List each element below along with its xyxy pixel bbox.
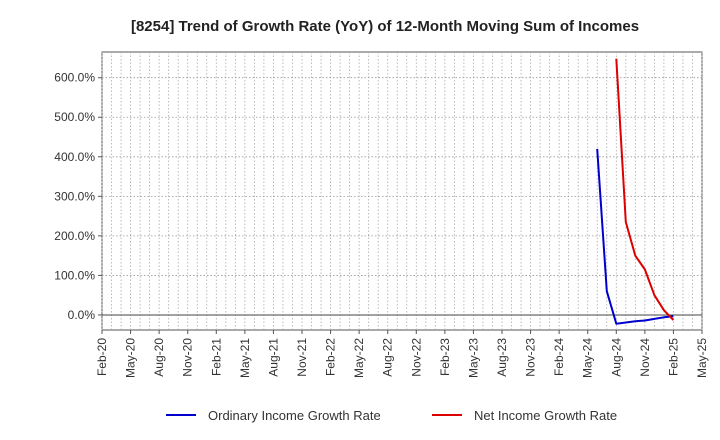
y-tick-label: 600.0%	[54, 71, 95, 85]
x-tick-label: Aug-24	[609, 338, 623, 377]
x-tick-label: Feb-21	[209, 338, 223, 376]
legend: Ordinary Income Growth Rate Net Income Gr…	[166, 408, 617, 423]
grid	[101, 51, 703, 331]
y-tick-label: 300.0%	[54, 189, 95, 203]
plot-area	[101, 51, 703, 331]
x-tick-label: Aug-21	[266, 338, 280, 377]
x-tick-label: May-22	[352, 338, 366, 378]
x-tick-label: May-21	[238, 338, 252, 378]
y-tick-label: 0.0%	[68, 308, 96, 322]
legend-label: Net Income Growth Rate	[474, 408, 617, 423]
x-tick-label: Feb-23	[438, 338, 452, 376]
x-tick-label: May-20	[124, 338, 138, 378]
y-tick-label: 400.0%	[54, 150, 95, 164]
x-tick-label: Aug-23	[495, 338, 509, 377]
chart-title: [8254] Trend of Growth Rate (YoY) of 12-…	[131, 18, 639, 35]
x-tick-label: Aug-20	[152, 338, 166, 377]
x-tick-label: May-23	[466, 338, 480, 378]
x-tick-label: Nov-20	[181, 338, 195, 377]
x-tick-label: May-25	[695, 338, 709, 378]
y-tick-label: 500.0%	[54, 110, 95, 124]
x-tick-label: Feb-22	[324, 338, 338, 376]
x-tick-label: Feb-25	[666, 338, 680, 376]
x-tick-label: Nov-22	[409, 338, 423, 377]
x-tick-label: May-24	[581, 338, 595, 378]
y-tick-label: 200.0%	[54, 229, 95, 243]
x-tick-label: Nov-23	[524, 338, 538, 377]
series-line-ordinary-income	[596, 148, 674, 325]
x-tick-label: Feb-24	[552, 338, 566, 376]
x-tick-label: Nov-21	[295, 338, 309, 377]
x-tick-label: Aug-22	[381, 338, 395, 377]
x-tick-label: Nov-24	[638, 338, 652, 377]
x-tick-label: Feb-20	[95, 338, 109, 376]
series-line-net-income	[615, 58, 675, 321]
axes: 0.0% 100.0% 200.0% 300.0% 400.0% 500.0% 600.0%…	[54, 71, 709, 378]
legend-label: Ordinary Income Growth Rate	[208, 408, 381, 423]
y-tick-label: 100.0%	[54, 268, 95, 282]
series-lines	[596, 58, 675, 325]
